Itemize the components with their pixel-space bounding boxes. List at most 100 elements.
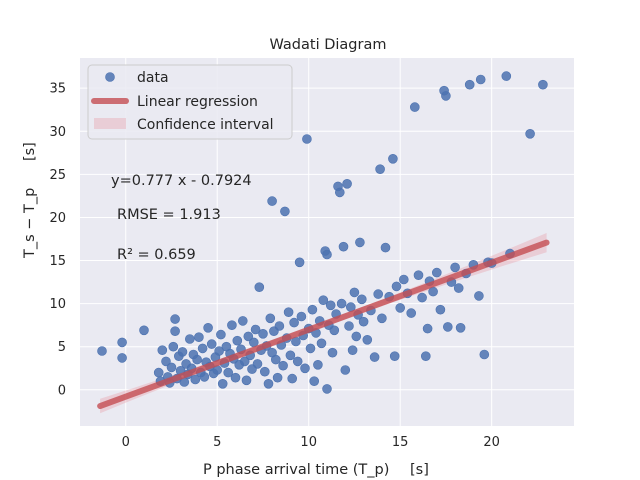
- y-tick-label: 0: [58, 383, 66, 398]
- data-point: [525, 129, 535, 139]
- data-point: [313, 359, 323, 370]
- data-point: [347, 345, 358, 356]
- data-point: [389, 351, 400, 362]
- data-point: [435, 304, 446, 315]
- data-point: [417, 292, 427, 303]
- y-tick-label: 5: [58, 340, 66, 355]
- legend-regression-label: Linear regression: [137, 94, 258, 110]
- data-point: [283, 307, 294, 318]
- data-point: [153, 367, 164, 378]
- data-point: [296, 311, 307, 322]
- data-point: [316, 338, 327, 349]
- data-point: [355, 237, 365, 248]
- data-point: [216, 329, 226, 340]
- x-tick-label: 10: [300, 435, 317, 450]
- y-axis-label-text: T_s − T_p: [22, 188, 38, 259]
- r-squared-label: R² = 0.659: [117, 247, 196, 263]
- data-point: [351, 331, 362, 342]
- data-point: [241, 375, 252, 386]
- data-point: [453, 283, 464, 293]
- data-point: [280, 206, 290, 217]
- data-point: [431, 267, 442, 278]
- data-point: [139, 325, 149, 336]
- x-tick-label: 0: [122, 435, 130, 450]
- data-point: [166, 362, 177, 373]
- data-point: [327, 347, 338, 358]
- data-point: [254, 282, 265, 293]
- legend-confidence-swatch: [94, 118, 126, 129]
- data-point: [170, 326, 180, 337]
- data-point: [250, 324, 261, 335]
- data-point: [265, 313, 276, 324]
- data-point: [455, 322, 466, 333]
- data-point: [349, 287, 360, 298]
- x-axis-label-text: P phase arrival time (T_p): [203, 462, 389, 478]
- y-tick-label: 20: [49, 211, 66, 226]
- data-point: [464, 79, 475, 90]
- data-point: [170, 314, 180, 324]
- data-point: [238, 316, 248, 326]
- data-point: [413, 270, 424, 281]
- data-point: [395, 303, 406, 313]
- data-point: [309, 376, 320, 387]
- data-point: [373, 289, 384, 299]
- data-point: [329, 325, 340, 336]
- data-point: [206, 339, 217, 349]
- x-axis-label-unit: [s]: [410, 462, 429, 478]
- legend-data-marker: [105, 72, 115, 82]
- data-point: [538, 79, 548, 90]
- y-tick-label: 35: [49, 82, 66, 97]
- data-point: [442, 322, 453, 332]
- data-point: [289, 317, 299, 328]
- y-axis-label-unit: [s]: [22, 142, 38, 161]
- data-point: [322, 249, 332, 260]
- regression-layer: [97, 239, 550, 410]
- data-point: [479, 349, 490, 360]
- tick-labels: 0 5 10 15 20 0 5 10 15 20 25 30 35: [49, 82, 499, 450]
- regression-equation: y=0.777 x - 0.7924: [111, 173, 252, 189]
- data-point: [338, 241, 349, 252]
- data-point: [252, 359, 263, 369]
- data-point: [214, 346, 224, 356]
- data-point: [377, 313, 387, 324]
- data-point: [409, 102, 420, 112]
- data-point: [97, 346, 107, 356]
- data-point: [192, 354, 202, 365]
- data-point: [322, 384, 332, 394]
- data-point: [369, 352, 380, 362]
- data-point: [420, 351, 431, 362]
- data-point: [203, 322, 213, 333]
- data-point: [285, 350, 296, 361]
- data-point: [274, 321, 285, 331]
- data-point: [117, 353, 127, 363]
- data-point: [278, 360, 288, 371]
- data-point: [340, 365, 351, 375]
- data-point: [441, 91, 451, 101]
- rmse-label: RMSE = 1.913: [117, 207, 221, 223]
- data-point: [259, 366, 270, 377]
- data-point: [230, 372, 241, 383]
- y-tick-label: 30: [49, 125, 66, 140]
- x-tick-label: 20: [483, 435, 500, 450]
- data-point: [223, 367, 233, 378]
- y-tick-label: 10: [49, 297, 66, 312]
- x-tick-label: 15: [392, 435, 409, 450]
- data-point: [287, 373, 298, 384]
- data-point: [391, 281, 402, 292]
- data-point: [258, 328, 268, 339]
- y-tick-label: 15: [49, 254, 66, 269]
- data-point: [267, 196, 277, 206]
- data-point: [398, 274, 409, 285]
- data-point: [380, 242, 391, 253]
- data-point: [292, 356, 303, 367]
- data-point: [168, 341, 179, 352]
- data-point: [227, 320, 237, 331]
- x-axis-label: P phase arrival time (T_p) [s]: [203, 462, 429, 478]
- data-point: [344, 321, 354, 331]
- data-point: [157, 345, 168, 356]
- data-point: [177, 347, 188, 357]
- data-point: [190, 374, 201, 385]
- data-point: [243, 331, 254, 342]
- data-point: [217, 378, 228, 389]
